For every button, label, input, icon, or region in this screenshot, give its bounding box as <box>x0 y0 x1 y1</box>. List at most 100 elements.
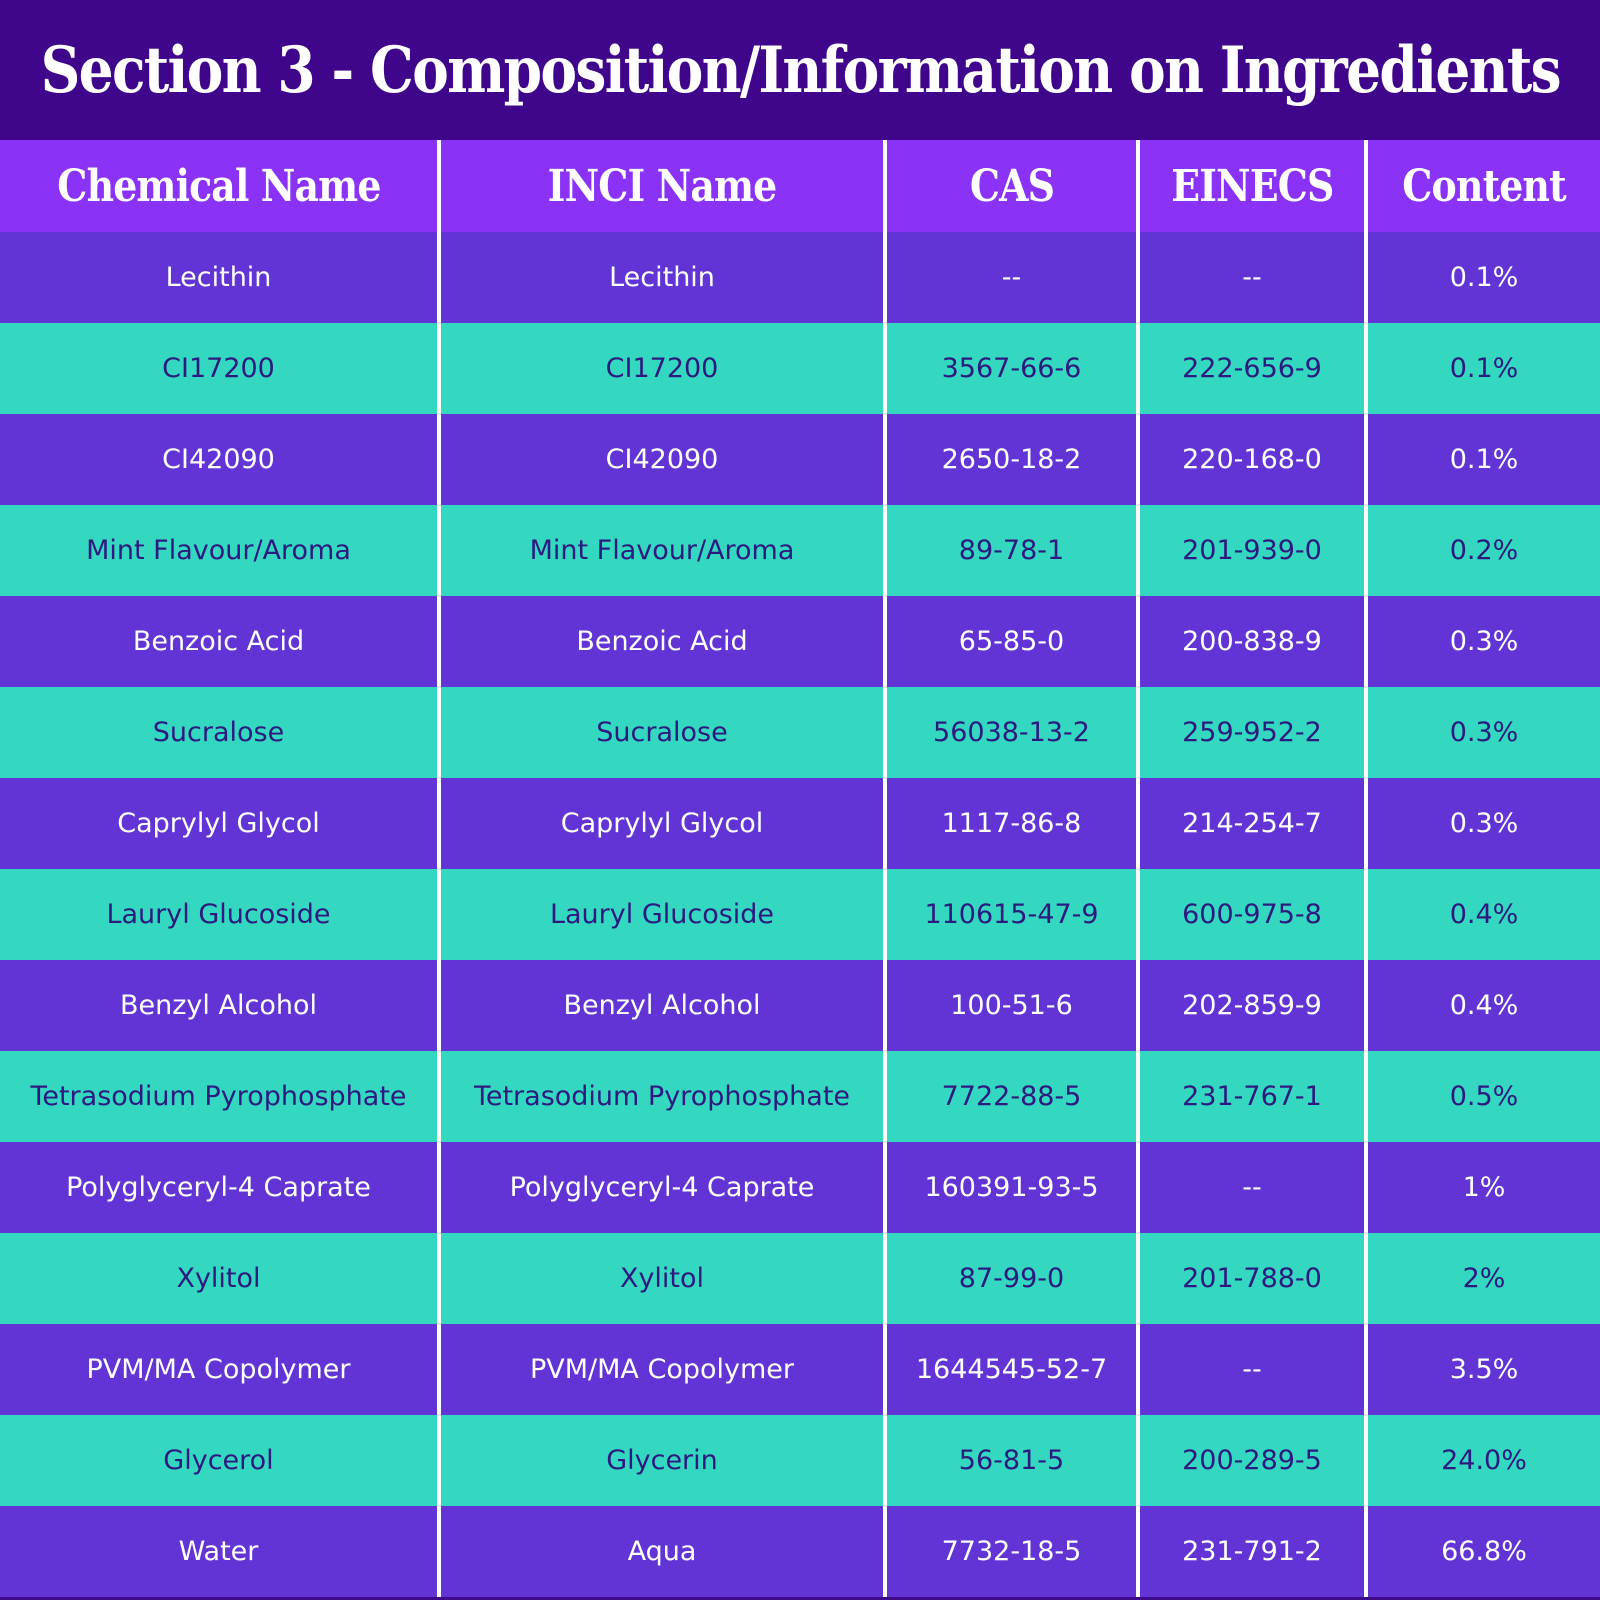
content-cell: 2% <box>1364 1233 1600 1324</box>
cas-cell: 1117-86-8 <box>883 778 1138 869</box>
einecs-cell: 201-788-0 <box>1136 1233 1366 1324</box>
table-row: Lecithin Lecithin -- -- 0.1% <box>0 232 1600 323</box>
einecs-cell: 231-791-2 <box>1136 1506 1366 1597</box>
table-row: Tetrasodium Pyrophosphate Tetrasodium Pyr… <box>0 1051 1600 1142</box>
cas-cell: 87-99-0 <box>883 1233 1138 1324</box>
cas-cell: 89-78-1 <box>883 505 1138 596</box>
chemical-name-cell: Benzyl Alcohol <box>0 960 439 1051</box>
chemical-name-cell: Benzoic Acid <box>0 596 439 687</box>
cas-cell: 1644545-52-7 <box>883 1324 1138 1415</box>
cas-cell: 100-51-6 <box>883 960 1138 1051</box>
einecs-cell: 220-168-0 <box>1136 414 1366 505</box>
page-title: Section 3 - Composition/Information on I… <box>40 32 1561 108</box>
content-cell: 0.1% <box>1364 414 1600 505</box>
content-cell: 0.4% <box>1364 960 1600 1051</box>
content-cell: 0.2% <box>1364 505 1600 596</box>
table-row: Mint Flavour/Aroma Mint Flavour/Aroma 89-7… <box>0 505 1600 596</box>
table-row: Water Aqua 7732-18-5 231-791-2 66.8% <box>0 1506 1600 1597</box>
header-cas: CAS <box>883 140 1138 232</box>
inci-name-cell: Benzoic Acid <box>437 596 885 687</box>
ingredients-table: Chemical Name INCI Name CAS EINECS Conte… <box>0 140 1600 1597</box>
cas-cell: 56-81-5 <box>883 1415 1138 1506</box>
content-cell: 0.3% <box>1364 596 1600 687</box>
table-row: Polyglyceryl-4 Caprate Polyglyceryl-4 Cap… <box>0 1142 1600 1233</box>
chemical-name-cell: Water <box>0 1506 439 1597</box>
chemical-name-cell: Xylitol <box>0 1233 439 1324</box>
inci-name-cell: Sucralose <box>437 687 885 778</box>
table-row: Xylitol Xylitol 87-99-0 201-788-0 2% <box>0 1233 1600 1324</box>
table-row: Caprylyl Glycol Caprylyl Glycol 1117-86-8 2… <box>0 778 1600 869</box>
einecs-cell: 259-952-2 <box>1136 687 1366 778</box>
content-cell: 0.1% <box>1364 323 1600 414</box>
cas-cell: 7732-18-5 <box>883 1506 1138 1597</box>
content-cell: 0.3% <box>1364 687 1600 778</box>
einecs-cell: 201-939-0 <box>1136 505 1366 596</box>
inci-name-cell: Xylitol <box>437 1233 885 1324</box>
content-cell: 0.4% <box>1364 869 1600 960</box>
inci-name-cell: Lauryl Glucoside <box>437 869 885 960</box>
title-bar: Section 3 - Composition/Information on I… <box>0 0 1600 140</box>
table-header-row: Chemical Name INCI Name CAS EINECS Conte… <box>0 140 1600 232</box>
cas-cell: 65-85-0 <box>883 596 1138 687</box>
header-content: Content <box>1364 140 1600 232</box>
chemical-name-cell: Lauryl Glucoside <box>0 869 439 960</box>
chemical-name-cell: Sucralose <box>0 687 439 778</box>
cas-cell: 2650-18-2 <box>883 414 1138 505</box>
inci-name-cell: Polyglyceryl-4 Caprate <box>437 1142 885 1233</box>
content-cell: 0.5% <box>1364 1051 1600 1142</box>
cas-cell: 3567-66-6 <box>883 323 1138 414</box>
cas-cell: 160391-93-5 <box>883 1142 1138 1233</box>
content-cell: 24.0% <box>1364 1415 1600 1506</box>
cas-cell: -- <box>883 232 1138 323</box>
inci-name-cell: PVM/MA Copolymer <box>437 1324 885 1415</box>
cas-cell: 110615-47-9 <box>883 869 1138 960</box>
chemical-name-cell: Tetrasodium Pyrophosphate <box>0 1051 439 1142</box>
table-row: Lauryl Glucoside Lauryl Glucoside 110615-4… <box>0 869 1600 960</box>
table-row: Sucralose Sucralose 56038-13-2 259-952-2 0.3… <box>0 687 1600 778</box>
einecs-cell: 200-838-9 <box>1136 596 1366 687</box>
inci-name-cell: Tetrasodium Pyrophosphate <box>437 1051 885 1142</box>
chemical-name-cell: Polyglyceryl-4 Caprate <box>0 1142 439 1233</box>
inci-name-cell: Glycerin <box>437 1415 885 1506</box>
chemical-name-cell: Caprylyl Glycol <box>0 778 439 869</box>
chemical-name-cell: PVM/MA Copolymer <box>0 1324 439 1415</box>
einecs-cell: -- <box>1136 232 1366 323</box>
inci-name-cell: CI17200 <box>437 323 885 414</box>
inci-name-cell: Mint Flavour/Aroma <box>437 505 885 596</box>
chemical-name-cell: Lecithin <box>0 232 439 323</box>
inci-name-cell: Lecithin <box>437 232 885 323</box>
table-row: CI17200 CI17200 3567-66-6 222-656-9 0.1% <box>0 323 1600 414</box>
einecs-cell: 222-656-9 <box>1136 323 1366 414</box>
einecs-cell: -- <box>1136 1142 1366 1233</box>
inci-name-cell: Aqua <box>437 1506 885 1597</box>
table-row: PVM/MA Copolymer PVM/MA Copolymer 1644545-… <box>0 1324 1600 1415</box>
inci-name-cell: CI42090 <box>437 414 885 505</box>
chemical-name-cell: CI17200 <box>0 323 439 414</box>
content-cell: 0.3% <box>1364 778 1600 869</box>
einecs-cell: 200-289-5 <box>1136 1415 1366 1506</box>
inci-name-cell: Caprylyl Glycol <box>437 778 885 869</box>
einecs-cell: 202-859-9 <box>1136 960 1366 1051</box>
einecs-cell: 600-975-8 <box>1136 869 1366 960</box>
table-row: Benzoic Acid Benzoic Acid 65-85-0 200-838-9… <box>0 596 1600 687</box>
chemical-name-cell: Glycerol <box>0 1415 439 1506</box>
chemical-name-cell: CI42090 <box>0 414 439 505</box>
table-body: Lecithin Lecithin -- -- 0.1% CI17200 CI17200 35… <box>0 232 1600 1597</box>
table-row: Glycerol Glycerin 56-81-5 200-289-5 24.0% <box>0 1415 1600 1506</box>
header-inci-name: INCI Name <box>437 140 885 232</box>
einecs-cell: -- <box>1136 1324 1366 1415</box>
einecs-cell: 231-767-1 <box>1136 1051 1366 1142</box>
table-row: Benzyl Alcohol Benzyl Alcohol 100-51-6 202-… <box>0 960 1600 1051</box>
cas-cell: 7722-88-5 <box>883 1051 1138 1142</box>
header-chemical-name: Chemical Name <box>0 140 439 232</box>
content-cell: 0.1% <box>1364 232 1600 323</box>
content-cell: 66.8% <box>1364 1506 1600 1597</box>
header-einecs: EINECS <box>1136 140 1366 232</box>
content-cell: 3.5% <box>1364 1324 1600 1415</box>
chemical-name-cell: Mint Flavour/Aroma <box>0 505 439 596</box>
cas-cell: 56038-13-2 <box>883 687 1138 778</box>
einecs-cell: 214-254-7 <box>1136 778 1366 869</box>
content-cell: 1% <box>1364 1142 1600 1233</box>
table-row: CI42090 CI42090 2650-18-2 220-168-0 0.1% <box>0 414 1600 505</box>
